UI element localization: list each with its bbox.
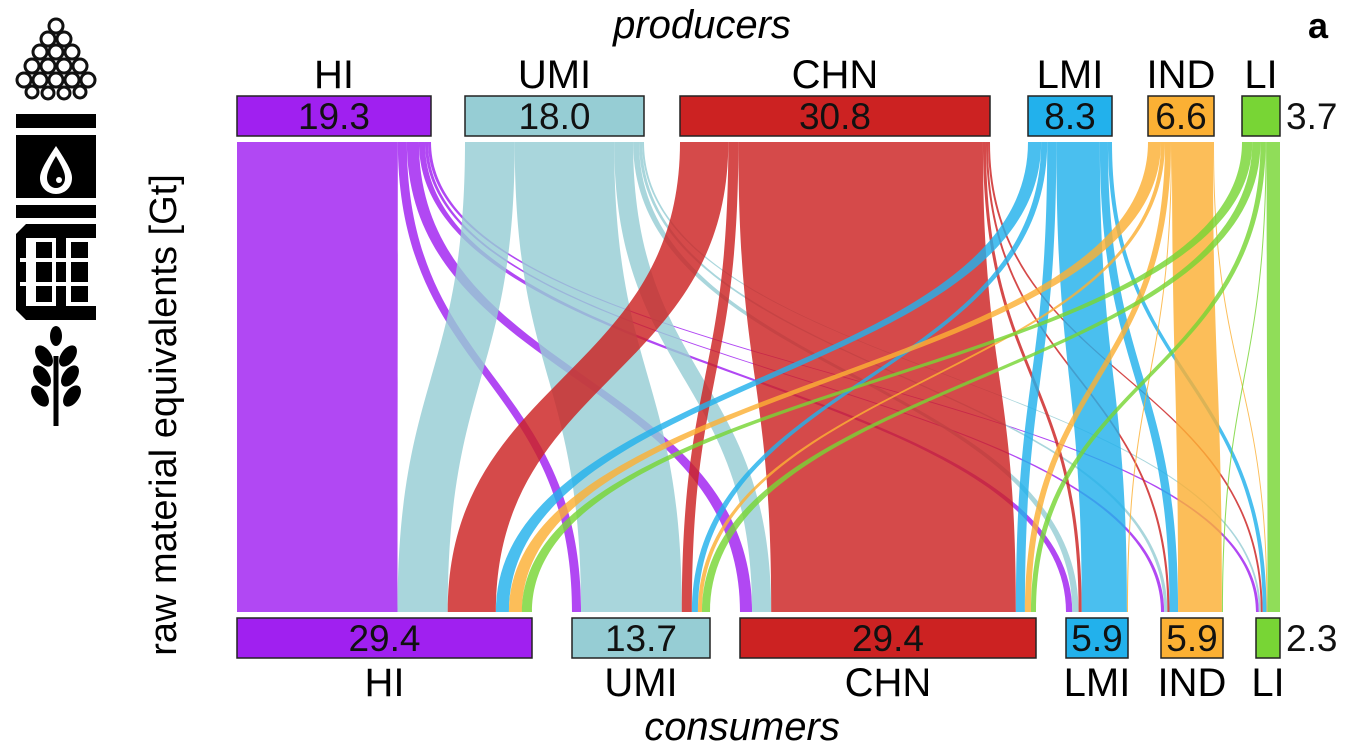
producer-node-li: LI3.7 <box>1241 53 1337 137</box>
ore-pile-icon <box>15 17 97 101</box>
flow-chn-to-chn <box>738 142 1016 612</box>
producer-value-hi: 19.3 <box>298 96 370 137</box>
producer-bar-umi <box>464 95 645 137</box>
flow-hi-to-hi <box>237 142 398 612</box>
consumer-bar-lmi <box>1065 617 1129 659</box>
consumer-bar-ind <box>1160 617 1224 659</box>
consumer-value-ind: 5.9 <box>1166 618 1217 659</box>
flow-ind-to-hi <box>508 142 1162 612</box>
consumer-bar-umi <box>571 617 711 659</box>
flow-ind-to-chn <box>1024 142 1171 612</box>
producer-label-ind: IND <box>1147 53 1216 97</box>
producer-label-li: LI <box>1244 53 1277 97</box>
flow-lmi-to-lmi <box>1056 142 1127 612</box>
flow-chn-to-hi <box>447 142 729 612</box>
flow-chn-to-umi <box>681 142 739 612</box>
producer-value-lmi: 8.3 <box>1044 96 1095 137</box>
producer-bar-lmi <box>1027 95 1113 137</box>
flow-li-to-li <box>1266 142 1280 612</box>
consumer-label-hi: HI <box>365 661 405 705</box>
flow-umi-to-hi <box>397 142 515 612</box>
flow-hi-to-umi <box>397 142 582 612</box>
y-axis-label: raw material equivalents [Gt] <box>143 174 185 656</box>
producer-value-li: 3.7 <box>1286 96 1337 137</box>
consumer-label-ind: IND <box>1158 661 1227 705</box>
consumer-node-li: LI2.3 <box>1251 617 1337 705</box>
consumer-bar-hi <box>236 617 533 659</box>
flow-li-to-hi <box>521 142 1253 612</box>
producer-bar-chn <box>679 95 991 137</box>
producer-label-hi: HI <box>314 53 354 97</box>
flow-ind-to-ind <box>1172 142 1222 612</box>
flow-li-to-umi <box>701 142 1261 612</box>
flow-li-to-ind <box>1221 142 1267 612</box>
flow-hi-to-lmi <box>418 142 1073 612</box>
consumer-value-chn: 29.4 <box>852 618 924 659</box>
consumer-label-chn: CHN <box>845 661 932 705</box>
producer-value-chn: 30.8 <box>799 96 871 137</box>
flow-group <box>237 142 1280 612</box>
flow-li-to-chn <box>1030 142 1266 612</box>
flow-ind-to-li <box>1213 142 1268 612</box>
flow-ind-to-umi <box>697 142 1165 612</box>
node-group: HI19.3UMI18.0CHN30.8LMI8.3IND6.6LI3.7HI2… <box>236 53 1337 705</box>
consumers-title: consumers <box>644 705 840 749</box>
flow-lmi-to-ind <box>1099 142 1179 612</box>
panel-label: a <box>1308 5 1329 46</box>
consumer-label-lmi: LMI <box>1064 661 1131 705</box>
producer-value-ind: 6.6 <box>1155 96 1206 137</box>
producer-label-umi: UMI <box>518 53 591 97</box>
producer-label-lmi: LMI <box>1037 53 1104 97</box>
consumer-label-umi: UMI <box>604 661 677 705</box>
producer-bar-ind <box>1147 95 1215 137</box>
consumer-bar-chn <box>739 617 1037 659</box>
producer-label-chn: CHN <box>792 53 879 97</box>
producer-bar-li <box>1241 95 1281 137</box>
steel-beam-icon <box>16 224 96 320</box>
consumer-value-lmi: 5.9 <box>1071 618 1122 659</box>
consumer-label-li: LI <box>1251 661 1284 705</box>
wheat-icon <box>31 326 81 426</box>
consumer-bar-li <box>1255 617 1281 659</box>
producer-bar-hi <box>236 95 432 137</box>
producers-title: producers <box>612 3 791 47</box>
consumer-value-umi: 13.7 <box>605 618 677 659</box>
consumer-value-hi: 29.4 <box>348 618 420 659</box>
flow-umi-to-chn <box>614 142 772 612</box>
flow-lmi-to-umi <box>691 142 1048 612</box>
flow-chn-to-li <box>987 142 1263 612</box>
producer-value-umi: 18.0 <box>518 96 590 137</box>
flow-lmi-to-chn <box>1015 142 1057 612</box>
flow-lmi-to-hi <box>495 142 1042 612</box>
consumer-value-li: 2.3 <box>1286 618 1337 659</box>
oil-barrel-icon <box>16 114 96 218</box>
